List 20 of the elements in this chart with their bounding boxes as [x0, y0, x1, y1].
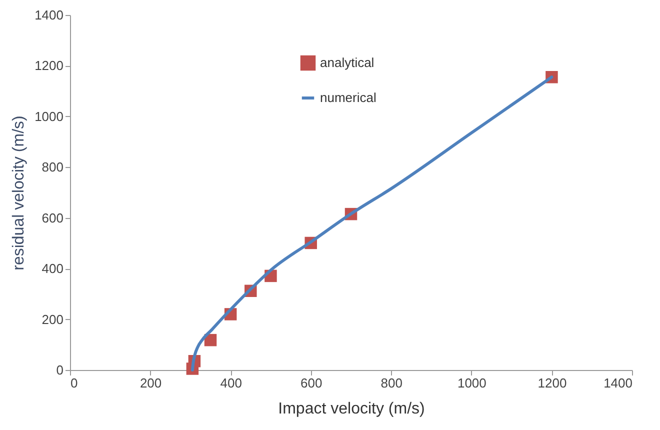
x-tick-label: 600: [300, 376, 322, 390]
y-tick-label: 0: [56, 362, 64, 378]
y-tick-label: 1000: [34, 108, 64, 124]
legend-label: analytical: [320, 55, 374, 70]
y-tick-label: 800: [42, 160, 64, 175]
x-tick-label: 800: [380, 376, 402, 390]
y-tick-label: 600: [42, 210, 64, 226]
y-tick-label: 200: [42, 312, 64, 327]
y-tick-label: 1400: [34, 8, 64, 22]
legend-label: numerical: [320, 90, 376, 105]
x-tick-label: 1200: [538, 376, 567, 390]
x-tick-label: 0: [70, 376, 78, 390]
x-tick-label: 200: [140, 376, 162, 390]
y-tick-label: 1200: [34, 58, 64, 74]
y-axis-title: residual velocity (m/s): [10, 116, 28, 270]
x-tick-label: 400: [220, 376, 242, 390]
y-tick-label: 400: [42, 261, 64, 276]
x-tick-label: 1400: [604, 376, 632, 390]
x-axis-title: Impact velocity (m/s): [278, 400, 425, 418]
x-tick-label: 1000: [457, 376, 486, 390]
